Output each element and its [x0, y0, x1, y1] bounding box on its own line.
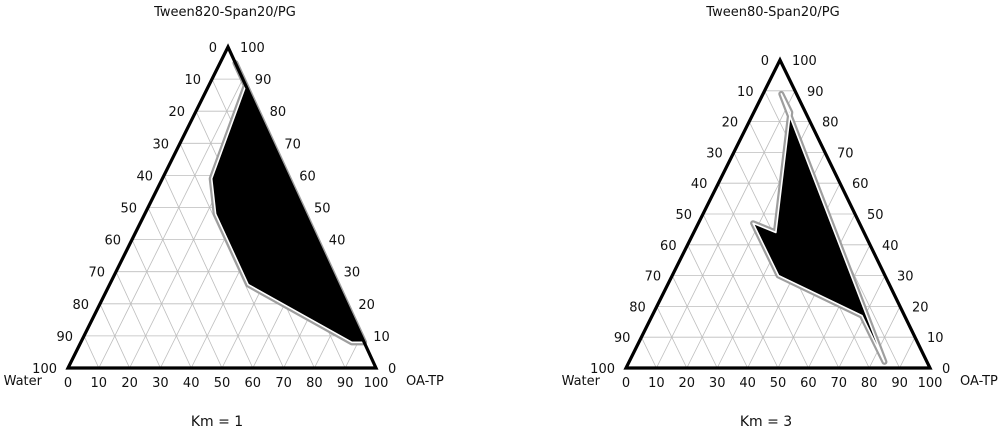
tick-label-right: 60	[852, 177, 869, 192]
tick-label-right: 30	[897, 270, 914, 285]
tick-label-right: 60	[299, 169, 316, 184]
tick-label-left: 100	[32, 362, 57, 377]
tick-label-left: 50	[120, 202, 137, 217]
tick-label-bottom: 100	[364, 376, 389, 391]
tick-label-left: 30	[152, 137, 169, 152]
tick-label-right: 50	[314, 202, 331, 217]
tick-label-left: 10	[737, 85, 754, 100]
corner-label-water: Water	[562, 374, 601, 389]
grid-line	[98, 78, 244, 369]
tick-label-bottom: 60	[800, 376, 817, 391]
tick-label-right: 50	[867, 208, 884, 223]
grid-line	[147, 207, 223, 369]
tick-label-left: 70	[645, 270, 662, 285]
tick-label-bottom: 0	[64, 376, 72, 391]
tick-label-bottom: 50	[770, 376, 787, 391]
tick-label-right: 80	[822, 116, 839, 131]
tick-label-bottom: 10	[91, 376, 108, 391]
microemulsion-region	[210, 62, 365, 344]
tick-label-right: 30	[344, 266, 361, 281]
grid-line	[99, 303, 130, 369]
tick-label-left: 40	[136, 169, 153, 184]
tick-label-bottom: 70	[831, 376, 848, 391]
tick-label-right: 70	[837, 146, 854, 161]
tick-label-left: 80	[629, 300, 646, 315]
triangle-axes	[65, 43, 379, 370]
tick-label-right: 80	[270, 105, 287, 120]
tick-label-bottom: 80	[861, 376, 878, 391]
grid-line	[83, 335, 100, 369]
tick-label-right: 20	[358, 298, 375, 313]
corner-label-water: Water	[4, 374, 43, 389]
grid-line	[899, 337, 916, 369]
tick-label-left: 20	[168, 105, 185, 120]
tick-label-right: 0	[388, 362, 396, 377]
tick-label-left: 80	[72, 298, 89, 313]
chart-title: Tween820-Span20/PG	[153, 5, 296, 20]
tick-label-left: 90	[56, 330, 73, 345]
grid-line	[687, 244, 748, 369]
tick-label-right: 70	[284, 137, 301, 152]
tick-label-bottom: 90	[337, 376, 354, 391]
tick-label-bottom: 30	[709, 376, 726, 391]
tick-label-bottom: 20	[121, 376, 138, 391]
tick-label-right: 100	[792, 54, 817, 69]
tick-label-left: 20	[722, 116, 739, 131]
tick-label-left: 10	[184, 73, 201, 88]
chart-title: Tween80-Span20/PG	[705, 5, 839, 20]
tick-label-right: 10	[927, 331, 944, 346]
grid-line	[671, 275, 718, 369]
tick-label-left: 0	[761, 54, 769, 69]
tick-labels: 0 0 0 10 10 10 20 20 20 30 30 30 40 40 40 50 50 50 60 60 60 7…	[32, 41, 396, 391]
grid-line	[131, 239, 192, 369]
ternary-chart-km1: Tween820-Span20/PG Km = 1 0 0 0 10 10 10 20 20 2…	[4, 5, 444, 430]
corner-label-oa-tp: OA-TP	[406, 374, 444, 389]
tick-labels: 0 0 0 10 10 10 20 20 20 30 30 30 40 40 40 50 50 50 60 60 60 7…	[590, 54, 950, 391]
grid-line	[702, 213, 779, 369]
grid-line	[656, 90, 796, 369]
grid-line	[656, 306, 688, 369]
tick-label-right: 40	[329, 234, 346, 249]
chart-caption: Km = 1	[191, 414, 243, 430]
tick-label-bottom: 30	[152, 376, 169, 391]
grid-line	[641, 337, 657, 369]
tick-label-left: 60	[104, 234, 121, 249]
tick-label-bottom: 20	[679, 376, 696, 391]
corner-label-oa-tp: OA-TP	[960, 374, 998, 389]
chart-caption: Km = 3	[740, 414, 792, 430]
tick-label-left: 30	[706, 146, 723, 161]
tick-label-bottom: 90	[891, 376, 908, 391]
tick-label-left: 60	[660, 239, 677, 254]
tick-label-right: 0	[942, 362, 950, 377]
microemulsion-region	[752, 93, 886, 363]
ternary-chart-km3: Tween80-Span20/PG Km = 3 0 0 0 10 10 10 20 20 20…	[562, 5, 998, 430]
tick-label-bottom: 40	[739, 376, 756, 391]
tick-label-bottom: 60	[245, 376, 262, 391]
tick-label-right: 40	[882, 239, 899, 254]
tick-label-left: 70	[88, 266, 105, 281]
tick-label-left: 100	[590, 362, 615, 377]
grid-line	[868, 306, 901, 369]
tick-label-bottom: 10	[648, 376, 665, 391]
tick-label-bottom: 40	[183, 376, 200, 391]
tick-label-bottom: 70	[275, 376, 292, 391]
tick-label-left: 0	[209, 41, 217, 56]
tick-label-right: 20	[912, 300, 929, 315]
grid-line	[115, 271, 161, 369]
tick-label-left: 40	[691, 177, 708, 192]
tick-label-bottom: 80	[306, 376, 323, 391]
tick-label-bottom: 0	[622, 376, 630, 391]
tick-label-left: 90	[614, 331, 631, 346]
tick-label-left: 50	[675, 208, 692, 223]
tick-label-right: 90	[807, 85, 824, 100]
tick-label-right: 90	[255, 73, 272, 88]
tick-label-bottom: 100	[918, 376, 943, 391]
tick-label-bottom: 50	[214, 376, 231, 391]
tick-label-right: 10	[373, 330, 390, 345]
tick-label-right: 100	[240, 41, 265, 56]
triangle-axes	[623, 56, 933, 370]
